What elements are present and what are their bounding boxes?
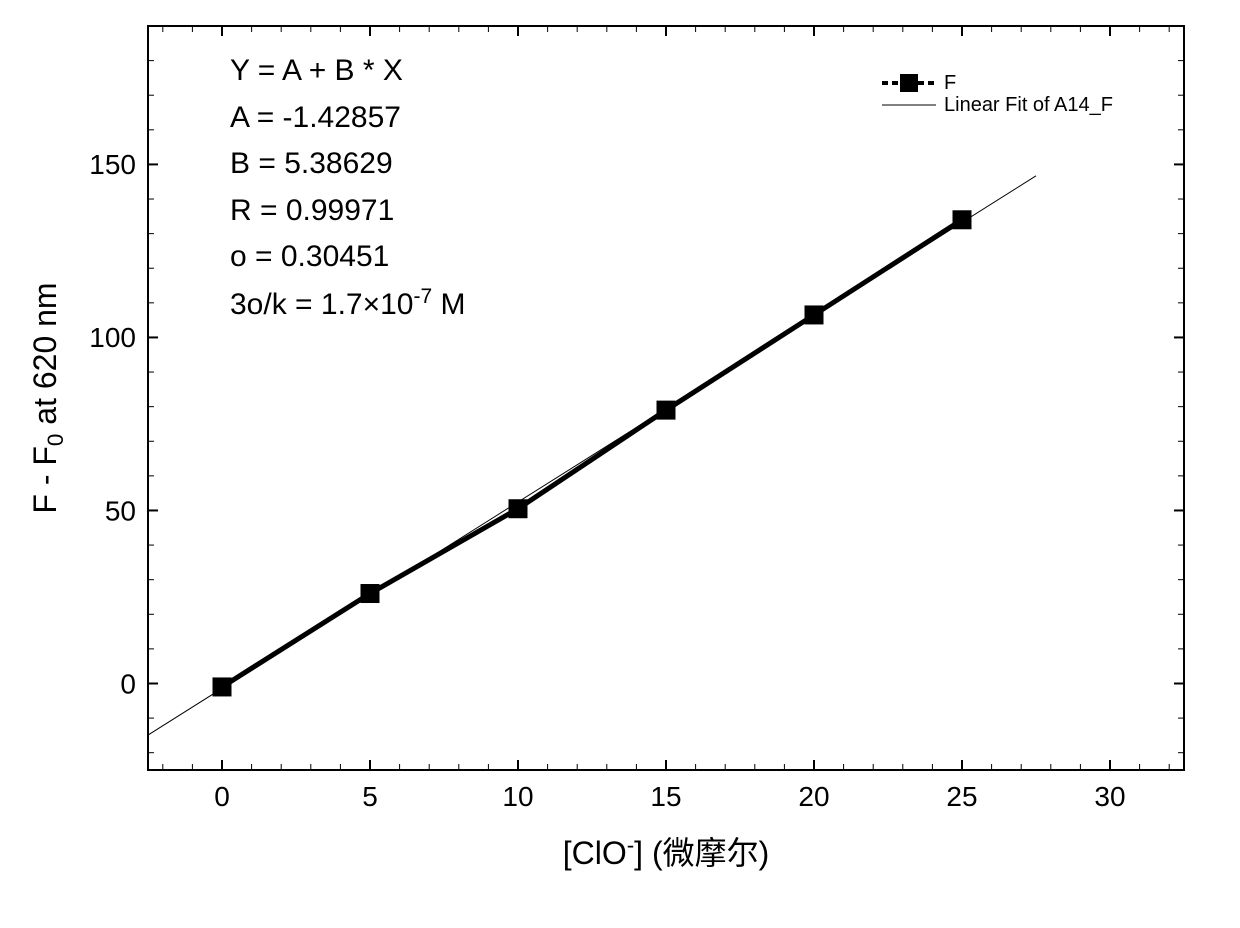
legend-swatch (880, 94, 938, 116)
y-tick-label: 150 (89, 149, 136, 180)
x-tick-label: 20 (798, 781, 829, 812)
legend: FLinear Fit of A14_F (880, 72, 1113, 116)
data-point-marker (213, 678, 231, 696)
x-tick-label: 10 (502, 781, 533, 812)
legend-item: Linear Fit of A14_F (880, 94, 1113, 116)
x-tick-label: 30 (1094, 781, 1125, 812)
data-point-marker (805, 306, 823, 324)
data-point-marker (509, 500, 527, 518)
legend-item: F (880, 72, 1113, 94)
x-tick-label: 25 (946, 781, 977, 812)
y-axis-label-wrap: F - F0 at 620 nm (36, 26, 86, 770)
x-tick-label: 15 (650, 781, 681, 812)
y-tick-label: 0 (120, 668, 136, 699)
fit-annotation: Y = A + B * XA = -1.42857B = 5.38629R = … (230, 48, 466, 328)
annotation-line: 3o/k = 1.7×10-7 M (230, 281, 466, 329)
annotation-line: o = 0.30451 (230, 234, 466, 281)
annotation-line: A = -1.42857 (230, 95, 466, 142)
legend-label: F (938, 72, 956, 95)
annotation-line: R = 0.99971 (230, 188, 466, 235)
x-tick-label: 5 (362, 781, 378, 812)
annotation-line: Y = A + B * X (230, 48, 466, 95)
data-point-marker (361, 585, 379, 603)
y-tick-label: 50 (105, 495, 136, 526)
x-tick-label: 0 (214, 781, 230, 812)
data-point-marker (657, 401, 675, 419)
data-point-marker (953, 211, 971, 229)
legend-swatch (880, 72, 938, 94)
legend-label: Linear Fit of A14_F (938, 94, 1113, 117)
annotation-line: B = 5.38629 (230, 141, 466, 188)
y-tick-label: 100 (89, 322, 136, 353)
x-axis-label: [ClO-] (微摩尔) (148, 828, 1184, 874)
chart-container: 0 5 10 15 20 25 30 0 50 100 150 F - F0 at 620 nm [… (0, 0, 1240, 928)
y-axis-label: F - F0 at 620 nm (27, 282, 68, 513)
